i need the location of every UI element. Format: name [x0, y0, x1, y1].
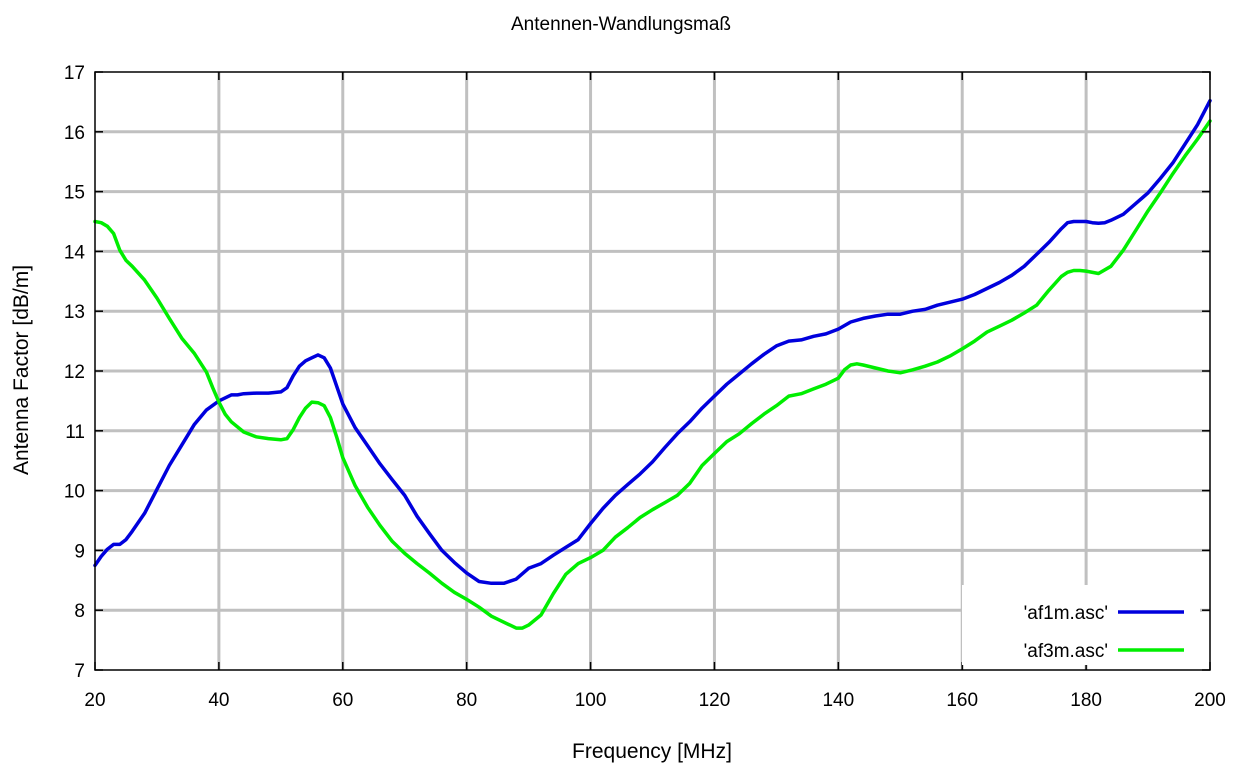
y-tick-label: 11 — [65, 422, 85, 443]
x-tick-label: 140 — [822, 690, 854, 711]
legend-label-2: 'af3m.asc' — [1024, 641, 1108, 662]
y-tick-label: 12 — [64, 362, 85, 383]
y-axis-label: Antenna Factor [dB/m] — [10, 265, 33, 475]
x-tick-label: 100 — [575, 690, 607, 711]
series-line-2 — [93, 119, 1212, 630]
x-tick-label: 120 — [699, 690, 731, 711]
y-tick-label: 8 — [74, 601, 85, 622]
y-tick-label: 16 — [64, 123, 85, 144]
series-layer — [93, 98, 1212, 630]
legend-label-1: 'af1m.asc' — [1024, 603, 1108, 624]
y-tick-label: 13 — [64, 302, 85, 323]
y-tick-label: 10 — [64, 482, 85, 503]
x-tick-label: 200 — [1194, 690, 1226, 711]
y-tick-label: 14 — [64, 242, 86, 263]
y-tick-label: 15 — [64, 183, 85, 204]
x-tick-label: 180 — [1070, 690, 1102, 711]
legend: 'af1m.asc' 'af3m.asc' — [962, 585, 1200, 665]
y-tick-label: 7 — [74, 661, 85, 682]
x-tick-label: 40 — [208, 690, 229, 711]
x-tick-label: 80 — [456, 690, 477, 711]
x-tick-label: 20 — [84, 690, 105, 711]
x-axis-label: Frequency [MHz] — [572, 740, 732, 763]
grid — [95, 72, 1210, 670]
chart-title: Antennen-Wandlungsmaß — [511, 14, 731, 35]
y-tick-label: 9 — [74, 541, 85, 562]
tick-labels: 20 40 60 80 100 120 140 160 180 200 7 8 9 10 11 12 13 14 1… — [64, 63, 1226, 711]
x-tick-label: 60 — [332, 690, 353, 711]
x-tick-label: 160 — [946, 690, 978, 711]
ticks — [94, 71, 1211, 671]
series-line-1 — [93, 98, 1212, 586]
y-tick-label: 17 — [64, 63, 85, 84]
